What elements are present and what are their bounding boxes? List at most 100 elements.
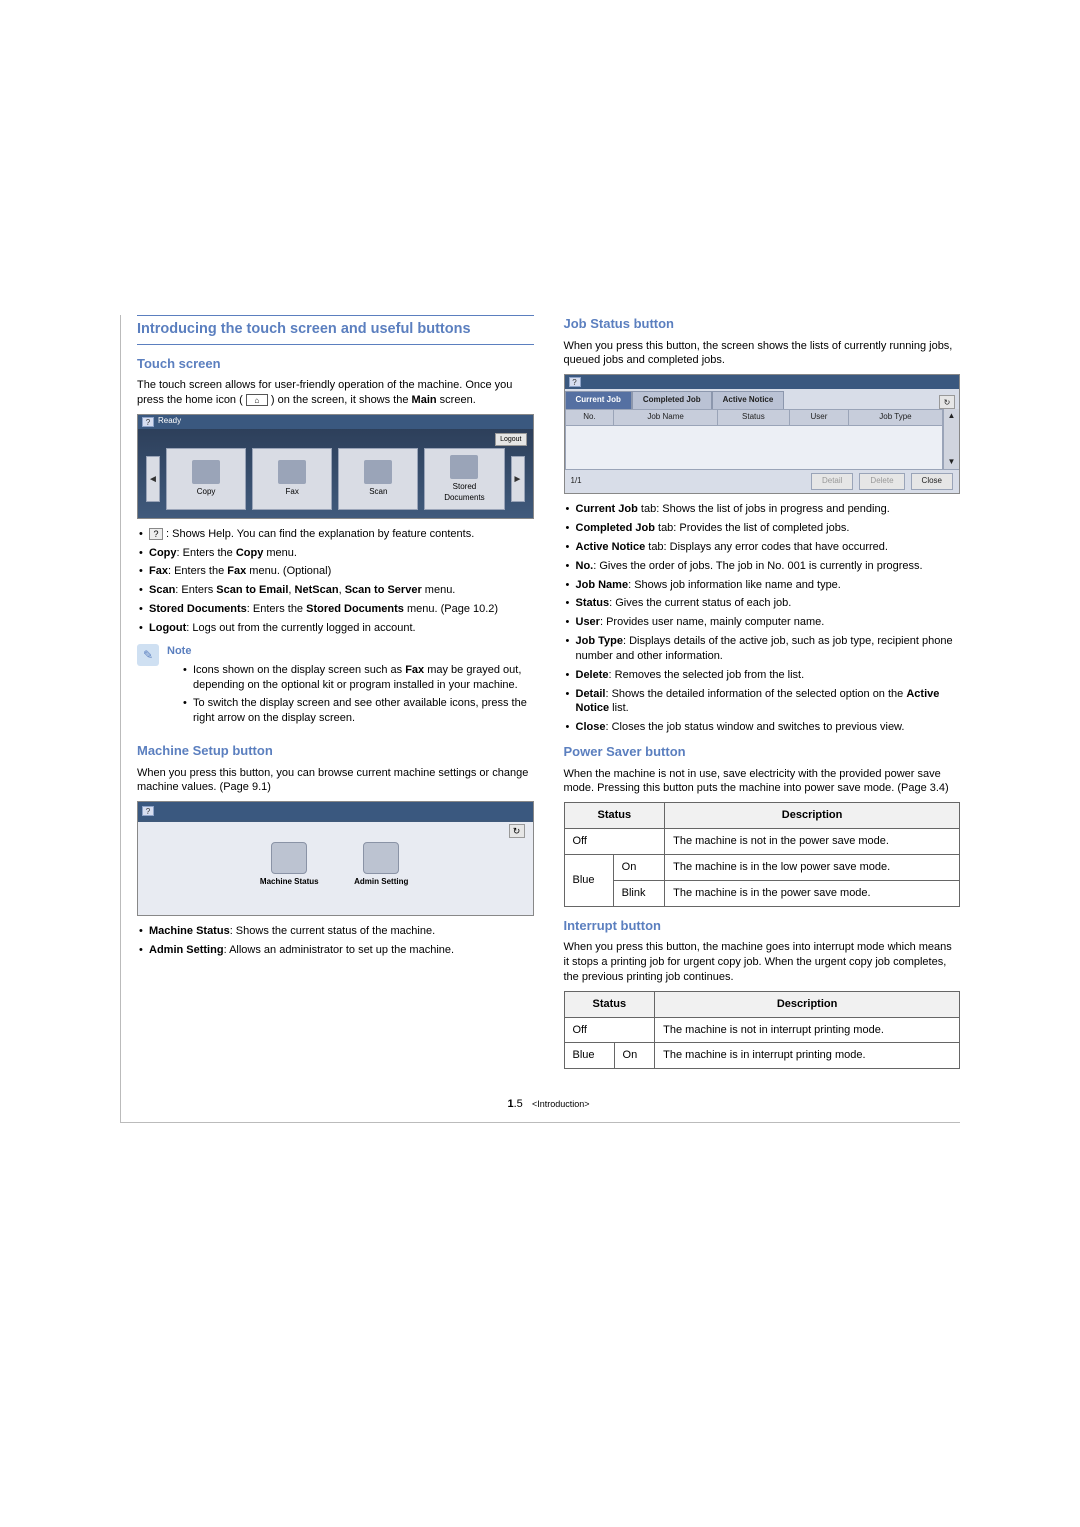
refresh-icon[interactable]: ↻: [939, 395, 955, 409]
main-menu-item[interactable]: Scan: [338, 448, 418, 510]
note-block: ✎ Note Icons shown on the display screen…: [137, 644, 534, 734]
home-icon: ⌂: [246, 394, 268, 406]
section-title: Introducing the touch screen and useful …: [137, 320, 534, 340]
list-item: Status: Gives the current status of each…: [564, 596, 961, 611]
help-icon: ?: [149, 528, 163, 540]
table-cell: The machine is in the low power save mod…: [665, 855, 960, 881]
table-cell: The machine is in the power save mode.: [665, 880, 960, 906]
main-menu-item[interactable]: Copy: [166, 448, 246, 510]
column-header: Status: [717, 410, 789, 426]
column-header: User: [789, 410, 848, 426]
job-status-title: Job Status button: [564, 315, 961, 333]
menu-item-icon: [278, 460, 306, 484]
list-item: Delete: Removes the selected job from th…: [564, 668, 961, 683]
job-status-mock: ? Current JobCompleted JobActive Notice ↻…: [564, 374, 961, 494]
list-item: Current Job tab: Shows the list of jobs …: [564, 502, 961, 517]
table-header-desc: Description: [655, 991, 960, 1017]
list-item: Fax: Enters the Fax menu. (Optional): [137, 564, 534, 579]
help-icon[interactable]: ?: [142, 417, 154, 427]
list-item: No.: Gives the order of jobs. The job in…: [564, 559, 961, 574]
menu-item-label: Copy: [197, 487, 216, 498]
interrupt-intro: When you press this button, the machine …: [564, 940, 961, 985]
table-cell: Off: [564, 829, 665, 855]
menu-item-label: Fax: [286, 487, 299, 498]
menu-item-icon: [192, 460, 220, 484]
touch-screen-title: Touch screen: [137, 355, 534, 373]
scroll-up-icon[interactable]: ▲: [948, 411, 956, 422]
menu-item-icon: [363, 842, 399, 874]
machine-setup-intro: When you press this button, you can brow…: [137, 766, 534, 796]
list-item: Admin Setting: Allows an administrator t…: [137, 943, 534, 958]
interrupt-title: Interrupt button: [564, 917, 961, 935]
tab-active-notice[interactable]: Active Notice: [712, 391, 785, 409]
column-header: No.: [565, 410, 614, 426]
section-title-rule: Introducing the touch screen and useful …: [137, 315, 534, 345]
page-number-minor: .5: [514, 1098, 523, 1110]
menu-item-icon: [271, 842, 307, 874]
note-lines: Icons shown on the display screen such a…: [167, 663, 534, 726]
tab-completed-job[interactable]: Completed Job: [632, 391, 712, 409]
power-saver-table: Status Description OffThe machine is not…: [564, 802, 961, 906]
setup-menu-item[interactable]: Admin Setting: [345, 842, 417, 888]
tab-current-job[interactable]: Current Job: [565, 391, 632, 409]
table-cell: On: [614, 1043, 655, 1069]
job-status-bullets: Current Job tab: Shows the list of jobs …: [564, 502, 961, 735]
pagination-label: 1/1: [571, 476, 805, 487]
close-button[interactable]: Close: [911, 473, 953, 490]
table-cell: The machine is not in interrupt printing…: [655, 1017, 960, 1043]
table-cell: Blue: [564, 1043, 614, 1069]
menu-item-icon: [364, 460, 392, 484]
help-icon[interactable]: ?: [142, 806, 154, 816]
table-cell: The machine is not in the power save mod…: [665, 829, 960, 855]
footer-section: <Introduction>: [532, 1099, 590, 1109]
menu-item-label: Scan: [369, 487, 387, 498]
column-header: Job Type: [848, 410, 942, 426]
delete-button[interactable]: Delete: [859, 473, 904, 490]
menu-item-label: Admin Setting: [354, 877, 408, 888]
arrow-left-button[interactable]: ◄: [146, 456, 160, 502]
ready-label: Ready: [158, 416, 181, 427]
menu-item-icon: [450, 455, 478, 479]
touch-screen-bullets: ? : Shows Help. You can find the explana…: [137, 527, 534, 636]
machine-setup-mock: ? ↻ Machine Status Admin Setting: [137, 801, 534, 916]
list-item: Icons shown on the display screen such a…: [181, 663, 534, 693]
note-label: Note: [167, 644, 534, 659]
list-item: Completed Job tab: Provides the list of …: [564, 521, 961, 536]
touch-screen-intro: The touch screen allows for user-friendl…: [137, 378, 534, 408]
menu-item-label: Stored Documents: [444, 482, 484, 504]
help-icon[interactable]: ?: [569, 377, 581, 387]
power-saver-title: Power Saver button: [564, 743, 961, 761]
power-saver-intro: When the machine is not in use, save ele…: [564, 767, 961, 797]
table-cell: On: [613, 855, 664, 881]
list-item: Machine Status: Shows the current status…: [137, 924, 534, 939]
table-cell: Off: [564, 1017, 655, 1043]
list-item: Detail: Shows the detailed information o…: [564, 687, 961, 717]
page-body: Introducing the touch screen and useful …: [120, 315, 960, 1123]
list-item: Job Name: Shows job information like nam…: [564, 578, 961, 593]
list-item: Stored Documents: Enters the Stored Docu…: [137, 602, 534, 617]
list-item: Logout: Logs out from the currently logg…: [137, 621, 534, 636]
list-item: Scan: Enters Scan to Email, NetScan, Sca…: [137, 583, 534, 598]
scroll-down-icon[interactable]: ▼: [948, 457, 956, 468]
interrupt-table: Status Description OffThe machine is not…: [564, 991, 961, 1070]
list-item: To switch the display screen and see oth…: [181, 696, 534, 726]
setup-menu-item[interactable]: Machine Status: [253, 842, 325, 888]
job-status-intro: When you press this button, the screen s…: [564, 339, 961, 369]
table-cell: The machine is in interrupt printing mod…: [655, 1043, 960, 1069]
arrow-right-button[interactable]: ►: [511, 456, 525, 502]
list-item: Job Type: Displays details of the active…: [564, 634, 961, 664]
machine-setup-bullets: Machine Status: Shows the current status…: [137, 924, 534, 958]
table-header-desc: Description: [665, 803, 960, 829]
main-menu-item[interactable]: Fax: [252, 448, 332, 510]
machine-setup-title: Machine Setup button: [137, 742, 534, 760]
note-icon: ✎: [137, 644, 159, 666]
table-header-status: Status: [564, 991, 655, 1017]
list-item: Copy: Enters the Copy menu.: [137, 546, 534, 561]
right-column: Job Status button When you press this bu…: [564, 315, 961, 1079]
scrollbar[interactable]: ▲ ▼: [943, 409, 959, 469]
detail-button[interactable]: Detail: [811, 473, 853, 490]
refresh-icon[interactable]: ↻: [509, 824, 525, 838]
main-menu-item[interactable]: Stored Documents: [424, 448, 504, 510]
touch-screen-mock: ? Ready Logout ◄ CopyFaxScanStored Docum…: [137, 414, 534, 519]
list-item: Close: Closes the job status window and …: [564, 720, 961, 735]
